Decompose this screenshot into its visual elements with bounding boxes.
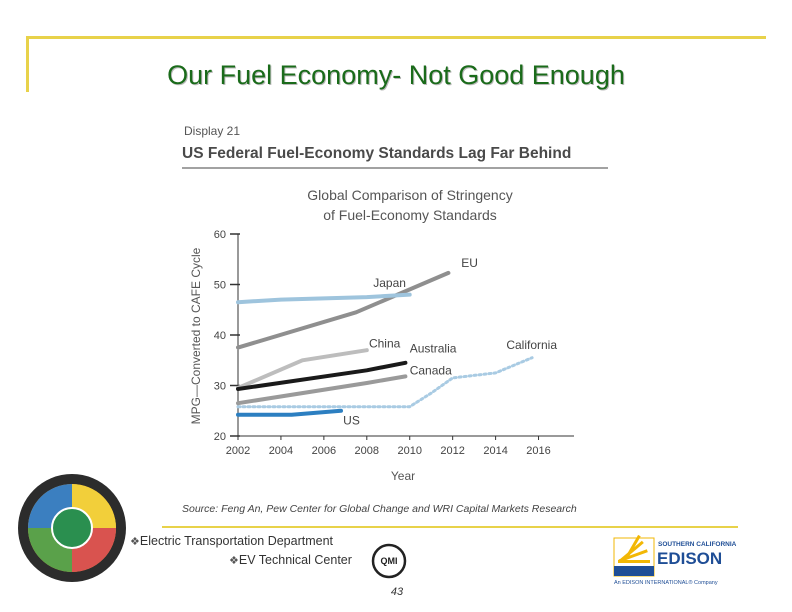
x-tick-label: 2012 bbox=[440, 445, 464, 457]
chart-subtitle: of Fuel-Economy Standards bbox=[323, 207, 497, 223]
chart-title: Global Comparison of Stringency bbox=[307, 187, 512, 203]
x-tick-label: 2002 bbox=[226, 445, 250, 457]
y-axis-label: MPG—Converted to CAFE Cycle bbox=[189, 247, 203, 424]
transportation-seal-logo bbox=[18, 474, 126, 582]
footer-center: ❖EV Technical Center bbox=[229, 553, 352, 567]
series-line-canada bbox=[236, 374, 408, 406]
series-line-australia bbox=[236, 360, 408, 391]
series-label-japan: Japan bbox=[373, 276, 406, 290]
y-tick-label: 30 bbox=[214, 381, 226, 393]
edison-logo: SOUTHERN CALIFORNIA EDISON An EDISON INT… bbox=[613, 534, 737, 586]
edison-logo-line3: An EDISON INTERNATIONAL® Company bbox=[614, 579, 718, 586]
x-tick-label: 2008 bbox=[355, 445, 379, 457]
y-tick-label: 50 bbox=[214, 280, 226, 292]
series-label-china: China bbox=[369, 337, 401, 351]
frame-left-rule bbox=[26, 36, 29, 92]
slide-title: Our Fuel Economy- Not Good Enough bbox=[167, 60, 625, 90]
footer-bullet-1: ❖ bbox=[130, 536, 140, 548]
chart-headline: US Federal Fuel-Economy Standards Lag Fa… bbox=[182, 145, 571, 162]
y-tick-label: 40 bbox=[214, 330, 226, 342]
x-tick-label: 2004 bbox=[269, 445, 293, 457]
page-number: 43 bbox=[390, 586, 404, 598]
series-label-us: US bbox=[343, 413, 360, 427]
x-axis-label: Year bbox=[391, 469, 415, 483]
qmi-logo-text: QMI bbox=[381, 556, 398, 566]
edison-logo-line2: EDISON bbox=[657, 549, 722, 568]
series-line-eu bbox=[236, 270, 451, 350]
footer-department-text: Electric Transportation Department bbox=[139, 534, 334, 548]
frame-top-rule bbox=[26, 36, 766, 39]
footer-bullet-2: ❖ bbox=[229, 555, 239, 567]
series-label-california: California bbox=[506, 338, 557, 352]
x-tick-label: 2010 bbox=[397, 445, 421, 457]
series-line-california bbox=[236, 356, 534, 409]
chart-source: Source: Feng An, Pew Center for Global C… bbox=[182, 503, 577, 515]
display-label: Display 21 bbox=[184, 124, 240, 138]
series-line-us bbox=[236, 408, 343, 417]
x-tick-label: 2006 bbox=[312, 445, 336, 457]
frame-bottom-rule bbox=[162, 526, 738, 528]
y-tick-label: 20 bbox=[214, 431, 226, 443]
qmi-logo: QMI bbox=[371, 543, 407, 579]
series-label-australia: Australia bbox=[410, 342, 457, 356]
x-tick-label: 2014 bbox=[483, 445, 507, 457]
y-tick-label: 60 bbox=[214, 229, 226, 241]
series-line-china bbox=[236, 348, 369, 390]
sunburst-icon bbox=[618, 534, 650, 563]
series-label-eu: EU bbox=[461, 256, 478, 270]
fuel-economy-chart: Display 21 US Federal Fuel-Economy Stand… bbox=[182, 124, 608, 515]
footer-department: ❖Electric Transportation Department bbox=[130, 534, 333, 548]
x-tick-label: 2016 bbox=[526, 445, 550, 457]
footer-center-text: EV Technical Center bbox=[238, 553, 352, 567]
series-line-japan bbox=[236, 292, 412, 305]
series-label-canada: Canada bbox=[410, 363, 452, 377]
edison-logo-line1: SOUTHERN CALIFORNIA bbox=[658, 541, 737, 548]
